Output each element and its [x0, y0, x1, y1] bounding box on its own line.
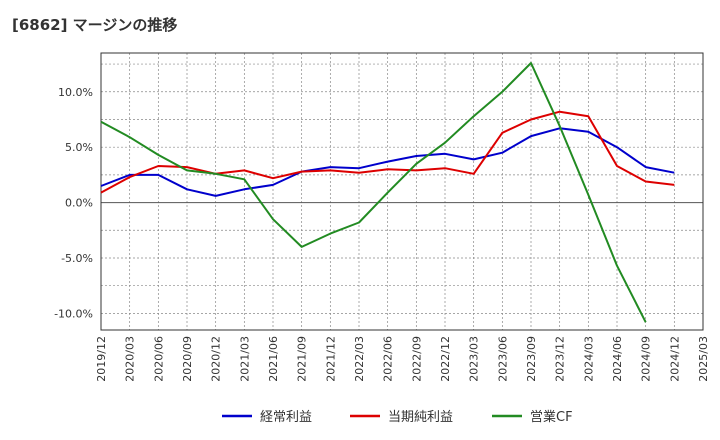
x-tick-label: 2021/12: [324, 336, 337, 382]
x-tick-label: 2023/12: [554, 336, 567, 382]
x-tick-label: 2022/06: [382, 336, 395, 382]
series-line: [100, 62, 647, 323]
y-tick-label: 10.0%: [58, 86, 93, 99]
y-tick-label: 5.0%: [65, 141, 93, 154]
x-tick-label: 2021/06: [267, 336, 280, 382]
y-tick-label: -5.0%: [61, 252, 93, 265]
x-tick-label: 2023/09: [525, 336, 538, 382]
x-tick-label: 2023/03: [468, 336, 481, 382]
legend-label: 営業CF: [530, 409, 573, 425]
legend-label: 経常利益: [260, 410, 312, 425]
x-tick-label: 2024/06: [611, 336, 624, 382]
x-tick-label: 2021/03: [238, 336, 251, 382]
x-tick-label: 2024/09: [640, 336, 653, 382]
series-line: [100, 110, 675, 194]
x-tick-label: 2024/03: [582, 336, 595, 382]
x-tick-label: 2022/12: [439, 336, 452, 382]
chart-title: [6862] マージンの推移: [12, 16, 178, 34]
y-tick-labels: 10.0% 5.0% 0.0% -5.0% -10.0%: [54, 86, 93, 321]
x-tick-label: 2023/06: [496, 336, 509, 382]
series-line: [100, 127, 675, 197]
x-tick-label: 2022/09: [410, 336, 423, 382]
y-tick-label: 0.0%: [65, 197, 93, 210]
series-lines: [100, 62, 675, 323]
x-tick-label: 2020/12: [210, 336, 223, 382]
y-tick-label: -10.0%: [54, 307, 93, 320]
x-tick-label: 2020/09: [181, 336, 194, 382]
x-tick-label: 2024/12: [668, 336, 681, 382]
x-tick-label: 2022/03: [353, 336, 366, 382]
legend-label: 当期純利益: [388, 410, 453, 425]
x-tick-label: 2020/03: [124, 336, 137, 382]
x-tick-labels: 2019/12 2020/03 2020/06 2020/09 2020/12 2021/…: [95, 336, 710, 382]
x-tick-label: 2025/03: [697, 336, 710, 382]
x-tick-label: 2020/06: [152, 336, 165, 382]
legend: 経常利益 当期純利益 営業CF: [222, 409, 573, 425]
grid: [100, 53, 704, 330]
x-tick-label: 2021/09: [296, 336, 309, 382]
plot-background: [101, 53, 703, 330]
x-tick-label: 2019/12: [95, 336, 108, 382]
